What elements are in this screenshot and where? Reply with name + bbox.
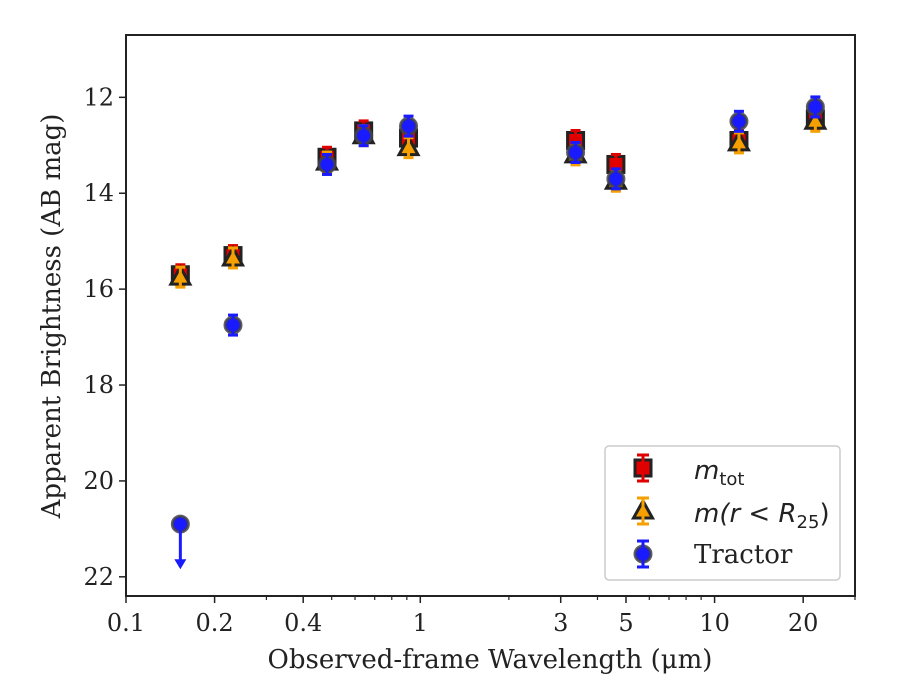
x-tick-label: 1 [413,609,428,637]
x-tick-label: 0.4 [284,609,322,637]
x-tick-label: 5 [618,609,633,637]
legend-label-mtot-sub: tot [719,469,744,490]
x-axis-ticks: 0.1 0.2 0.4 1 3 5 10 20 [107,596,856,637]
x-tick-label: 20 [788,609,819,637]
series-circle [170,95,825,570]
y-tick-label: 22 [83,563,114,591]
y-tick-label: 18 [83,371,114,399]
x-tick-label: 10 [699,609,730,637]
y-axis-ticks: 12 14 16 18 20 22 [83,83,126,591]
y-axis-label: Apparent Brightness (AB mag) [37,114,67,520]
legend: mtot m(r < R25) Tractor [604,445,841,581]
data-marks [168,95,828,570]
x-tick-label: 3 [553,609,568,637]
legend-label-tractor: Tractor [694,540,793,570]
x-tick-label: 0.1 [107,609,145,637]
x-tick-label: 0.2 [196,609,234,637]
legend-label-mr25-sub: 25 [797,512,820,533]
legend-label-mtot-main: m [694,456,719,486]
legend-label-mr25-close: ) [819,499,829,529]
upper-limit-arrow-head [174,559,187,570]
legend-label-mtot: mtot [694,456,744,490]
y-tick-label: 12 [83,83,114,111]
legend-markers [630,453,656,569]
y-tick-label: 16 [83,275,114,303]
legend-label-mr25-main: m(r < R [694,499,797,529]
x-axis-label: Observed-frame Wavelength (μm) [268,645,713,675]
plot-frame [125,34,856,597]
y-tick-label: 20 [83,467,114,495]
y-tick-label: 14 [83,179,114,207]
legend-label-mr25: m(r < R25) [694,499,830,533]
legend-box [604,445,841,581]
